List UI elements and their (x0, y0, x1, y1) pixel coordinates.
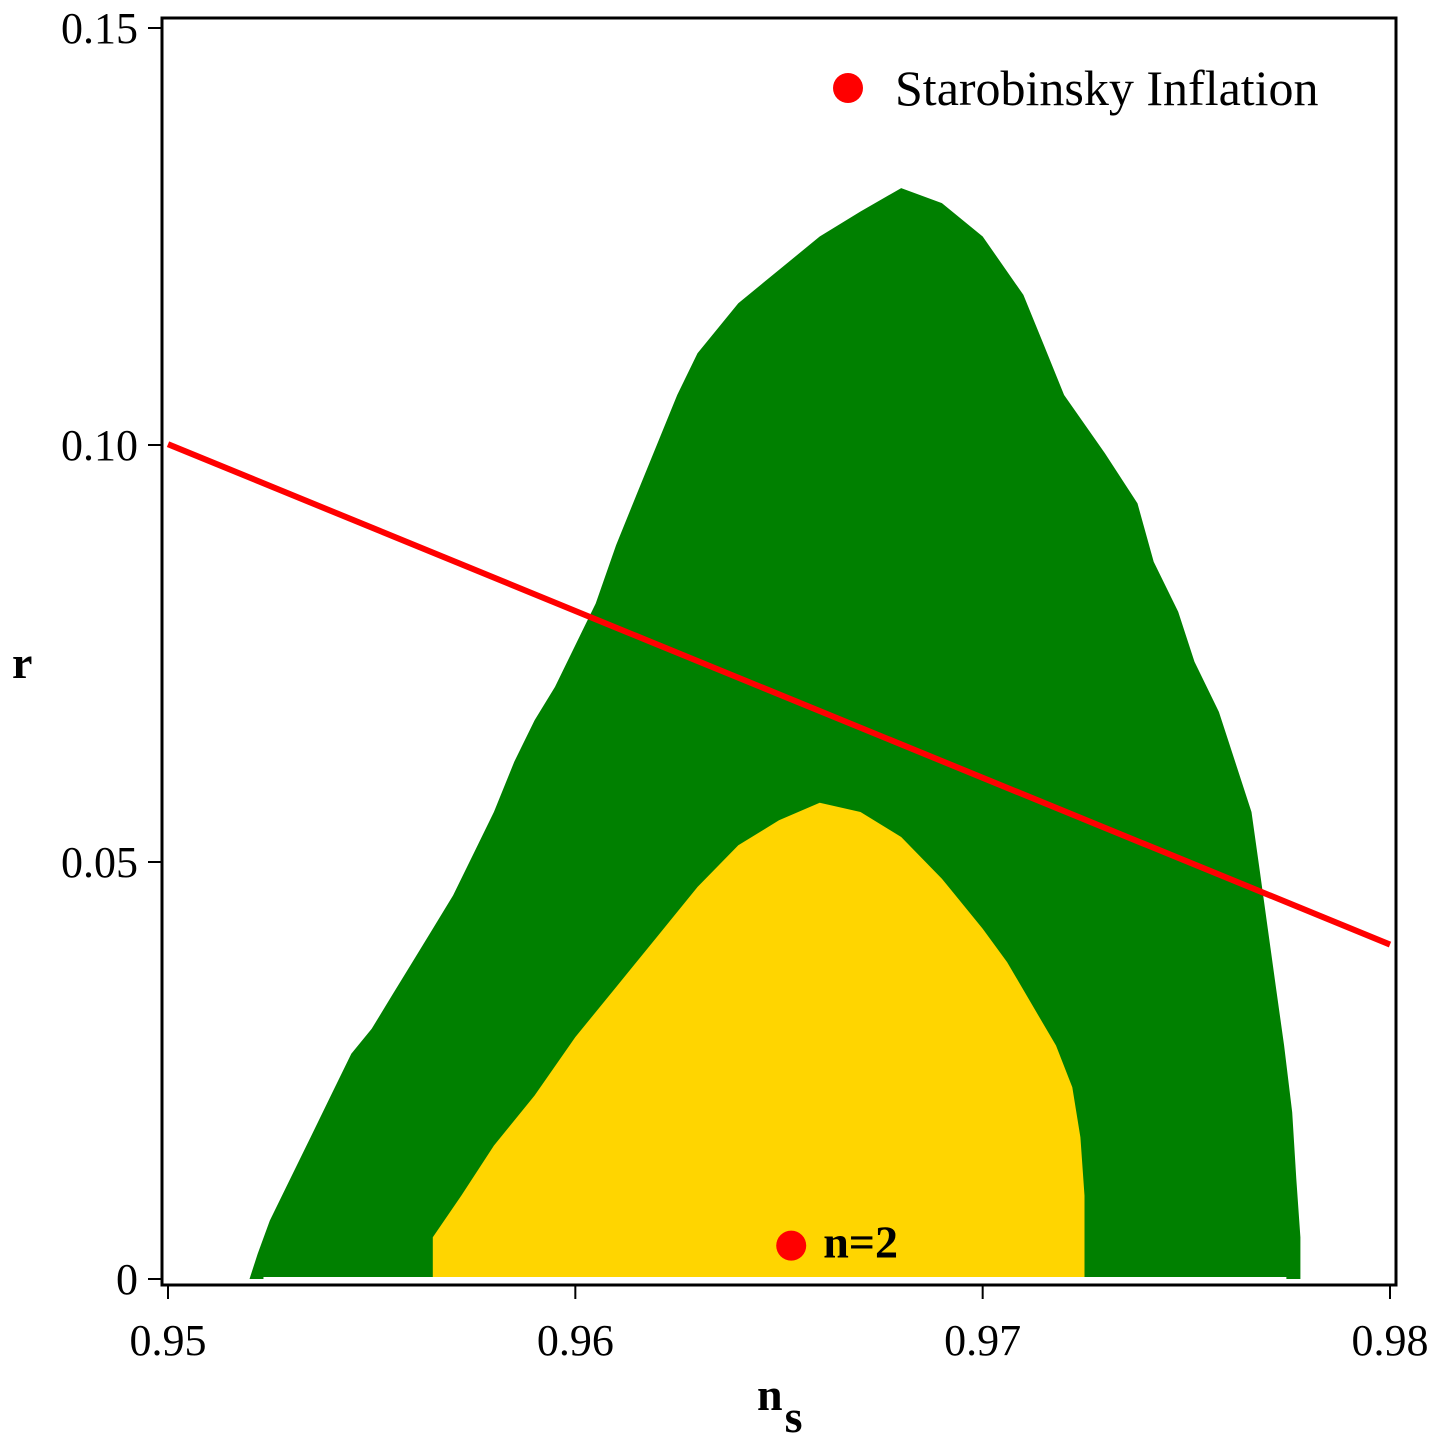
axes-layer: 0.95 0.96 0.97 0.98 0 0.05 0.10 0.15 (61, 4, 1429, 1365)
x-tick-label: 0.96 (537, 1316, 614, 1365)
y-axis-label: r (12, 637, 32, 688)
inner-contour-region (432, 802, 1085, 1279)
data-point-label: n=2 (823, 1217, 898, 1268)
regions-layer (249, 188, 1301, 1280)
x-tick-label: 0.98 (1352, 1316, 1429, 1365)
x-tick-label: 0.97 (944, 1316, 1021, 1365)
y-tick-label: 0.05 (61, 838, 138, 887)
y-tick-label: 0 (116, 1255, 138, 1304)
data-point-1 (776, 1230, 807, 1261)
prediction-line (166, 441, 1392, 948)
x-axis-label-main: n (757, 1369, 783, 1420)
y-tick-label: 0.10 (61, 421, 138, 470)
x-tick-label: 0.95 (130, 1316, 207, 1365)
x-axis-label-subscript: s (785, 1391, 803, 1438)
legend: Starobinsky Inflation (833, 60, 1319, 116)
outer-contour-region (249, 188, 1301, 1280)
x-axis-label: ns (757, 1369, 803, 1438)
plot-frame (160, 16, 1398, 1287)
legend-marker (833, 73, 863, 103)
y-tick-label: 0.15 (61, 4, 138, 53)
series-layer: n=2 (166, 441, 1392, 1268)
legend-label: Starobinsky Inflation (895, 60, 1319, 116)
